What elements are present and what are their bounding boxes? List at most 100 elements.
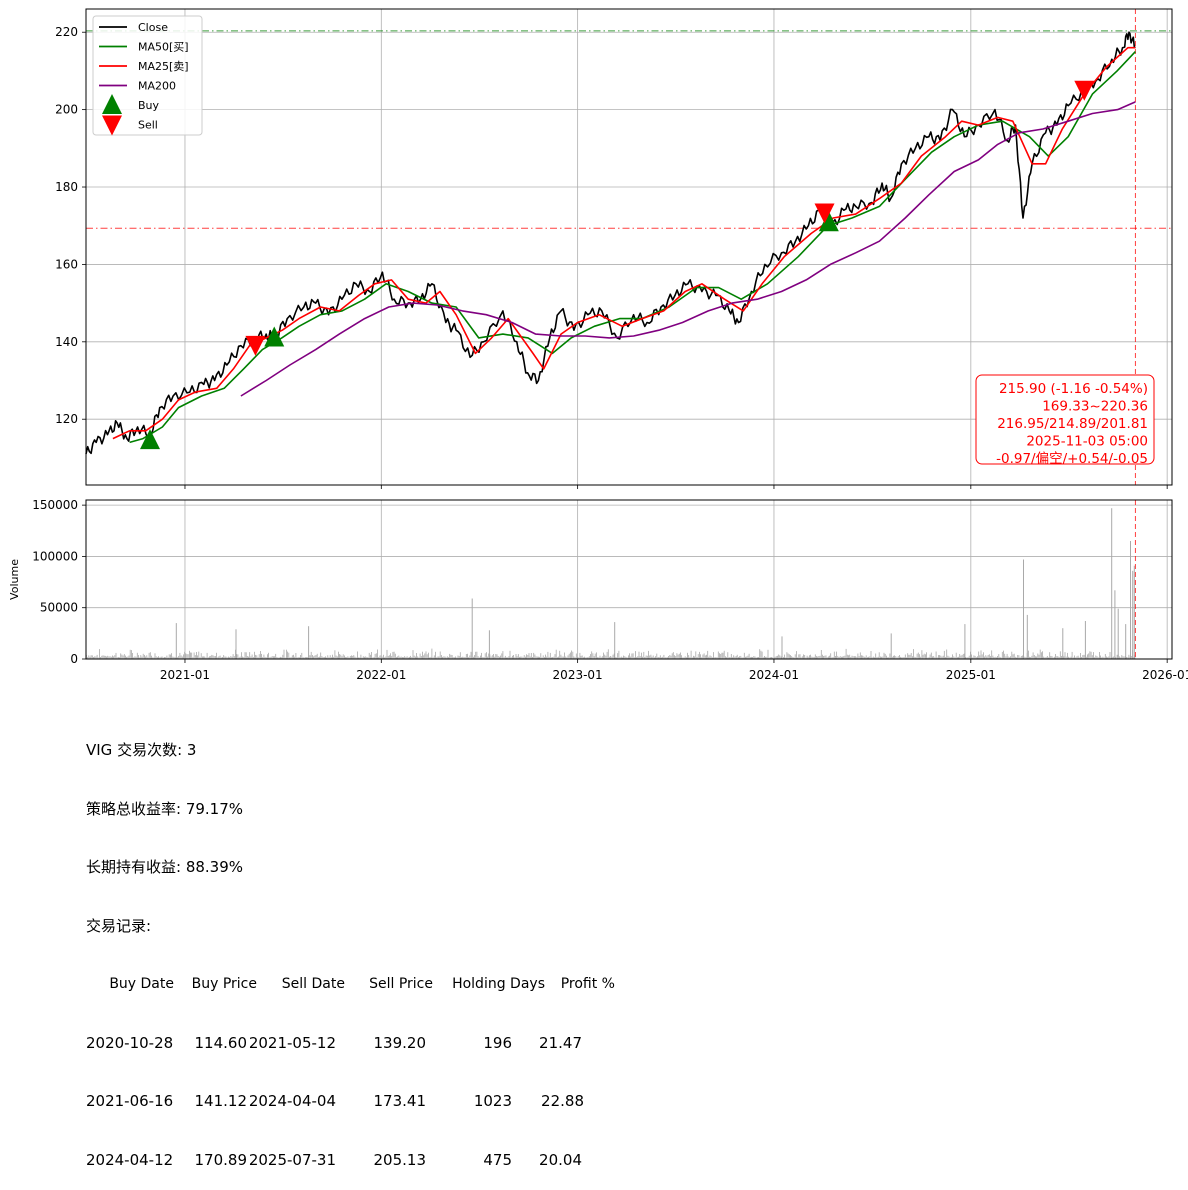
volume-bar — [751, 656, 752, 659]
volume-bar — [249, 652, 251, 659]
volume-bar — [390, 653, 391, 659]
volume-bar — [1072, 657, 1074, 659]
volume-bar — [558, 656, 559, 659]
volume-bar — [93, 657, 94, 659]
volume-bar — [767, 649, 769, 659]
volume-bar — [993, 657, 995, 659]
volume-bar — [697, 654, 699, 659]
volume-bar — [829, 655, 830, 659]
volume-bar — [488, 630, 490, 659]
volume-bar — [803, 654, 804, 659]
volume-bar — [1113, 656, 1114, 659]
volume-bar — [975, 657, 977, 659]
volume-bar — [386, 649, 388, 659]
volume-bar — [757, 657, 758, 659]
volume-bar — [655, 656, 656, 659]
volume-bar — [244, 652, 246, 659]
volume-bar — [138, 655, 139, 659]
volume-bar — [1019, 657, 1021, 659]
volume-bar — [123, 654, 125, 659]
volume-bar — [934, 657, 936, 659]
volume-bar — [1017, 655, 1019, 659]
volume-bar — [997, 656, 998, 659]
volume-bar — [352, 655, 354, 659]
volume-bar — [579, 652, 581, 659]
volume-bar — [720, 654, 722, 659]
volume-bar — [614, 622, 616, 659]
volume-bar — [768, 657, 770, 659]
volume-bar — [607, 649, 609, 659]
volume-bar — [113, 656, 114, 659]
volume-bar — [1026, 614, 1028, 659]
sell-legend-marker-icon — [102, 115, 122, 136]
volume-bar — [312, 655, 313, 659]
volume-bar — [748, 653, 750, 659]
volume-bar — [135, 656, 137, 659]
volume-bar — [629, 653, 630, 659]
volume-bar — [930, 652, 932, 659]
volume-bar — [726, 657, 727, 659]
volume-bar — [319, 656, 320, 659]
volume-bar — [721, 652, 723, 659]
volume-bar — [455, 656, 456, 659]
volume-bar — [1107, 657, 1108, 659]
volume-bar — [499, 656, 500, 659]
volume-bar — [915, 657, 917, 659]
volume-bar — [876, 657, 878, 659]
volume-bar — [746, 656, 748, 659]
price-plot-frame — [85, 8, 1173, 486]
volume-bar — [592, 653, 594, 659]
volume-bar — [804, 655, 806, 659]
volume-bar — [157, 657, 158, 659]
volume-bar — [283, 649, 285, 659]
volume-bar — [443, 656, 445, 659]
volume-bar — [428, 652, 429, 659]
volume-bar — [919, 654, 920, 659]
volume-bar — [181, 656, 183, 659]
volume-bar — [334, 650, 336, 659]
volume-bar — [781, 636, 783, 659]
volume-bar — [986, 656, 988, 659]
volume-bar — [800, 657, 802, 659]
volume-bar — [761, 651, 763, 659]
volume-bar — [691, 657, 693, 659]
volume-bar — [91, 655, 93, 659]
volume-bar — [649, 655, 651, 659]
volume-bar — [674, 655, 675, 659]
volume-bar — [1006, 653, 1008, 659]
volume-bar — [926, 652, 927, 659]
x-tick-label: 2025-01 — [946, 668, 996, 682]
volume-bar — [816, 656, 817, 659]
volume-bar — [1077, 655, 1079, 659]
volume-bar — [358, 657, 359, 659]
volume-bar — [187, 654, 189, 659]
volume-bar — [346, 657, 348, 659]
volume-bar — [965, 657, 966, 659]
volume-bar — [461, 657, 462, 659]
table-cell: 21.47 — [539, 1033, 582, 1052]
volume-bar — [900, 656, 901, 659]
volume-bar — [545, 654, 546, 659]
volume-bar — [687, 652, 688, 659]
volume-bar — [304, 657, 306, 659]
volume-bar — [920, 656, 922, 659]
volume-bar — [190, 652, 191, 659]
volume-bar — [820, 650, 822, 659]
ma25-line — [112, 46, 1136, 440]
volume-bar — [257, 657, 259, 659]
volume-bar — [1063, 656, 1065, 659]
volume-bar — [506, 657, 507, 659]
volume-bar — [791, 656, 793, 659]
volume-bar — [605, 655, 607, 659]
volume-bar — [333, 656, 335, 659]
volume-bar — [999, 656, 1001, 659]
volume-bar — [936, 657, 938, 659]
volume-bar — [624, 656, 626, 659]
volume-bar — [651, 656, 653, 659]
volume-bar — [532, 657, 533, 659]
volume-bar — [277, 657, 279, 659]
table-header-cell: Profit % — [560, 976, 615, 992]
volume-bar — [160, 656, 162, 659]
volume-bar — [104, 655, 106, 659]
volume-bar — [824, 655, 826, 659]
